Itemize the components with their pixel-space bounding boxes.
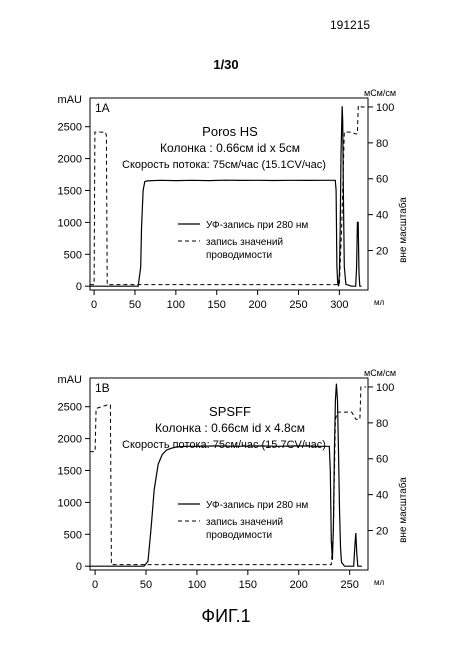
y2-tick-label: 20 — [376, 526, 388, 538]
y-tick-label: 1500 — [58, 465, 82, 477]
x-tick-label: 150 — [208, 299, 226, 311]
x-tick-label: 250 — [340, 579, 358, 591]
y2-tick-label: 60 — [376, 454, 388, 466]
figure-caption: ФИГ.1 — [0, 606, 452, 627]
y-tick-label: 2000 — [58, 154, 82, 166]
y-tick-label: 500 — [64, 249, 82, 261]
legend-cond-label-line2: проводимости — [206, 250, 272, 261]
x-tick-label: 100 — [167, 299, 185, 311]
panel-label: 1A — [95, 101, 110, 115]
x-axis-unit: мл — [374, 578, 385, 587]
y-axis-unit: mAU — [58, 374, 83, 386]
y2-axis-unit: мСм/см — [364, 88, 396, 98]
x-tick-label: 300 — [330, 299, 348, 311]
x-tick-label: 0 — [92, 579, 98, 591]
resin-name: SPSFF — [209, 404, 251, 419]
legend-uv-label: УФ-запись при 280 нм — [206, 220, 308, 231]
y-axis-unit: mAU — [58, 94, 83, 106]
y2-axis-label: вне масштаба — [397, 197, 409, 263]
column-info: Колонка : 0.66см id x 4.8см — [155, 421, 305, 435]
legend-cond-label-line2: проводимости — [206, 530, 272, 541]
x-tick-label: 50 — [129, 299, 141, 311]
sheet-number: 1/30 — [0, 57, 452, 72]
y2-axis-unit: мСм/см — [364, 368, 396, 378]
y2-tick-label: 40 — [376, 490, 388, 502]
panel-label: 1B — [95, 381, 110, 395]
flow-rate-info: Скорость потока: 75см/час (15.1CV/час) — [122, 159, 326, 171]
x-tick-label: 200 — [290, 579, 308, 591]
x-tick-label: 250 — [289, 299, 307, 311]
document-number: 191215 — [330, 18, 370, 32]
y2-tick-label: 100 — [376, 382, 394, 394]
y2-tick-label: 80 — [376, 138, 388, 150]
y-tick-label: 1000 — [58, 497, 82, 509]
y2-tick-label: 60 — [376, 174, 388, 186]
y-tick-label: 0 — [76, 281, 82, 293]
y-tick-label: 2500 — [58, 402, 82, 414]
y2-tick-label: 20 — [376, 246, 388, 258]
y2-tick-label: 80 — [376, 418, 388, 430]
column-info: Колонка : 0.66см id x 5см — [160, 141, 300, 155]
y-tick-label: 500 — [64, 529, 82, 541]
x-tick-label: 150 — [239, 579, 257, 591]
legend-cond-label: запись значений — [206, 517, 283, 528]
legend-cond-label: запись значений — [206, 237, 283, 248]
y2-axis-label: вне масштаба — [397, 477, 409, 543]
legend-uv-label: УФ-запись при 280 нм — [206, 500, 308, 511]
flow-rate-info: Скорость потока: 75см/час (15.7CV/час) — [122, 439, 326, 451]
y-tick-label: 2000 — [58, 434, 82, 446]
chromatogram-1a: 0500100015002000250020406080100050100150… — [0, 90, 452, 380]
x-axis-unit: мл — [374, 298, 385, 307]
x-tick-label: 100 — [188, 579, 206, 591]
y2-tick-label: 100 — [376, 102, 394, 114]
y-tick-label: 2500 — [58, 122, 82, 134]
y-tick-label: 1500 — [58, 185, 82, 197]
y-tick-label: 0 — [76, 561, 82, 573]
y2-tick-label: 40 — [376, 210, 388, 222]
y-tick-label: 1000 — [58, 217, 82, 229]
x-tick-label: 50 — [140, 579, 152, 591]
resin-name: Poros HS — [202, 124, 258, 139]
x-tick-label: 0 — [91, 299, 97, 311]
x-tick-label: 200 — [248, 299, 266, 311]
